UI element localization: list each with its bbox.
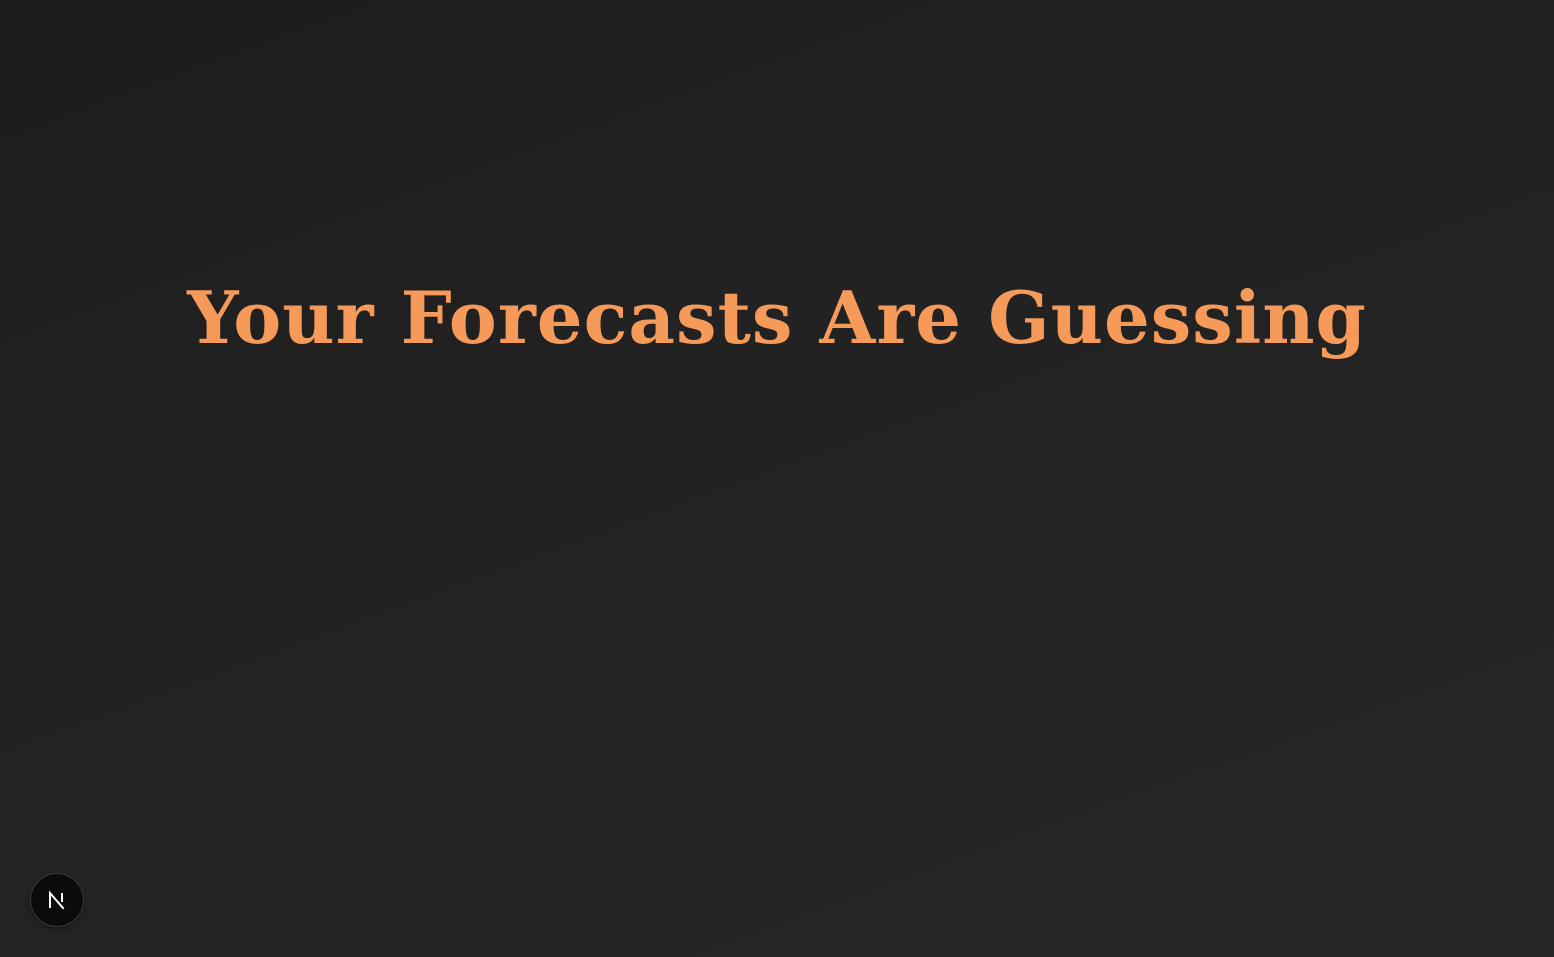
hero-title: Your Forecasts Are Guessing [187,275,1367,360]
nextjs-logo-icon [46,889,68,911]
dev-tools-badge[interactable] [31,874,83,926]
